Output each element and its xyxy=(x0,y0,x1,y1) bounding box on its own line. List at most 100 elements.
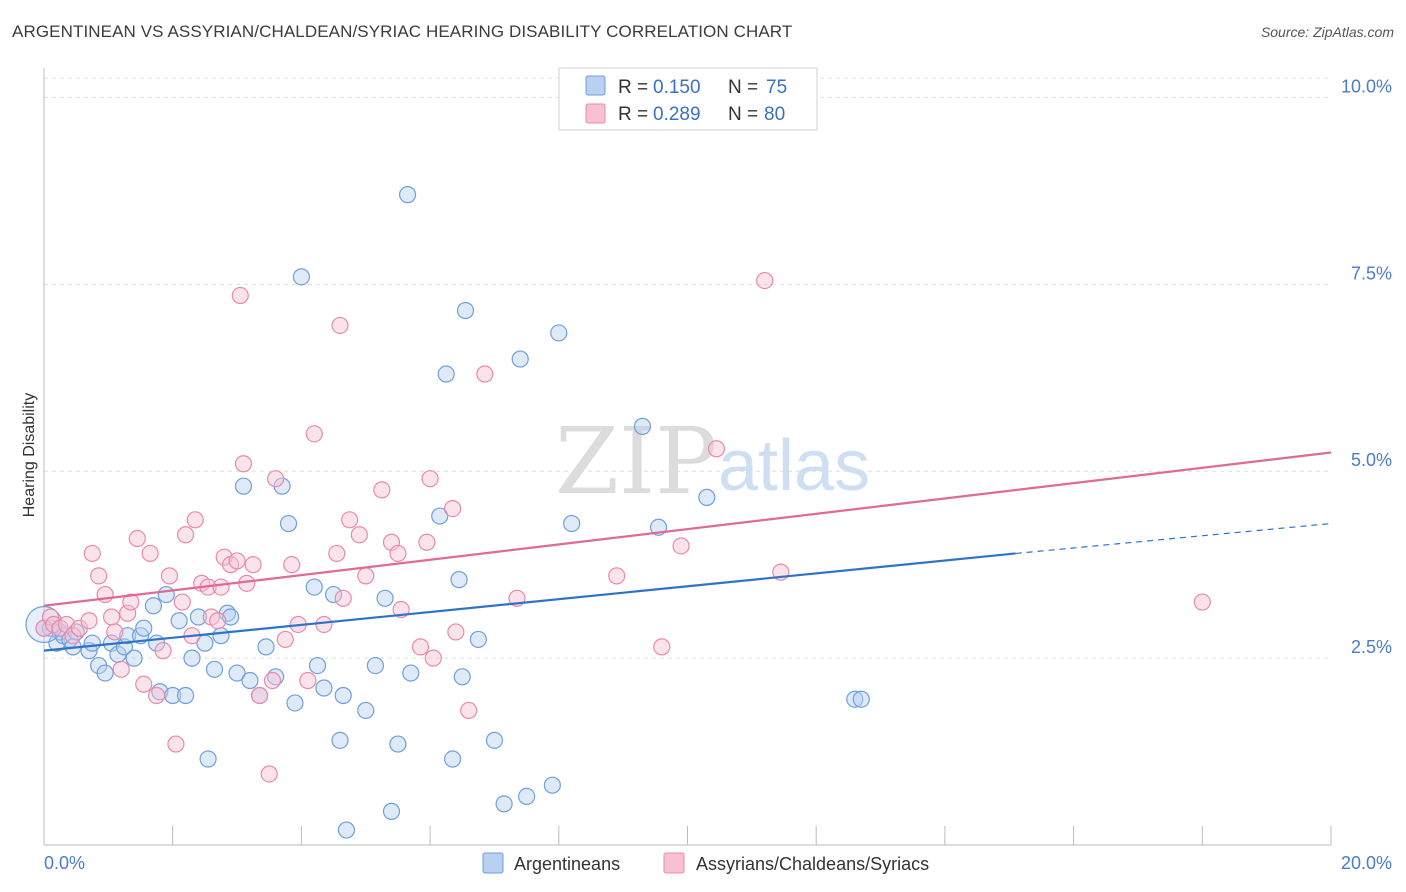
watermark-atlas: atlas xyxy=(718,426,870,506)
assyrian-point xyxy=(389,544,407,563)
assyrian-point xyxy=(228,552,246,570)
argentinean-point xyxy=(241,671,259,690)
argentinean-point xyxy=(305,578,323,596)
argentinean-point xyxy=(563,514,581,533)
argentinean-point xyxy=(170,612,188,630)
argentinean-point xyxy=(698,488,716,506)
argentinean-point xyxy=(543,776,561,794)
argentinean-point xyxy=(199,750,217,768)
assyrian-point xyxy=(212,578,230,596)
series-legend-label-blue: Argentineans xyxy=(514,854,620,874)
legend-n-value-pink: 80 xyxy=(764,104,785,125)
argentinean-point xyxy=(456,301,475,320)
watermark: ZIP atlas xyxy=(555,408,870,515)
argentinean-point xyxy=(228,664,246,682)
legend-n-label-blue: N = xyxy=(728,77,758,98)
assyrian-point xyxy=(707,440,726,458)
argentinean-point xyxy=(437,365,455,383)
series-legend-swatch-pink xyxy=(663,852,685,874)
assyrian-point xyxy=(476,365,494,383)
assyrian-point xyxy=(357,567,375,585)
legend-swatch-blue xyxy=(585,75,606,96)
argentinean-point xyxy=(550,324,568,342)
argentinean-point xyxy=(257,638,275,656)
series-argentineans-points xyxy=(25,186,870,839)
argentinean-point xyxy=(469,630,487,649)
trend-line-argentineans xyxy=(43,552,1016,652)
argentinean-point xyxy=(119,627,137,645)
argentinean-point xyxy=(176,686,195,705)
argentinean-point xyxy=(331,731,349,749)
assyrian-point xyxy=(234,455,253,473)
argentinean-point xyxy=(286,694,304,712)
argentinean-point xyxy=(389,735,407,753)
argentinean-point xyxy=(511,350,529,368)
assyrian-point xyxy=(328,544,346,563)
assyrian-point xyxy=(160,567,179,585)
assyrian-point xyxy=(141,544,159,563)
argentinean-point xyxy=(337,821,356,839)
assyrian-point xyxy=(244,556,262,574)
argentinean-point xyxy=(96,664,114,682)
y-tick-labels: 2.5% 5.0% 7.5% 10.0% xyxy=(1341,76,1392,657)
argentinean-point xyxy=(485,731,504,749)
argentinean-point xyxy=(315,679,333,697)
argentinean-point xyxy=(279,514,298,533)
argentinean-point xyxy=(144,597,162,615)
assyrian-point xyxy=(148,686,166,705)
x-tick-label-start: 0.0% xyxy=(44,853,85,873)
argentinean-point xyxy=(852,690,870,708)
assyrian-point xyxy=(112,660,130,678)
trend-line-assyrians xyxy=(43,451,1332,607)
argentinean-point xyxy=(495,795,513,813)
series-legend: Argentineans Assyrians/Chaldeans/Syriacs xyxy=(482,852,929,874)
argentinean-point xyxy=(431,507,449,525)
assyrian-point xyxy=(106,623,124,641)
assyrian-point xyxy=(653,638,671,656)
argentinean-point xyxy=(234,477,253,495)
assyrian-point xyxy=(421,470,439,488)
argentinean-point xyxy=(334,686,352,705)
y-axis-title: Hearing Disability xyxy=(21,393,38,518)
assyrian-point xyxy=(83,544,101,563)
watermark-zip: ZIP xyxy=(555,408,717,515)
series-assyrians-points xyxy=(35,271,1211,783)
y-tick-label: 5.0% xyxy=(1351,450,1392,470)
y-tick-label: 10.0% xyxy=(1341,76,1392,96)
legend-n-label-pink: N = xyxy=(728,104,758,125)
assyrian-point xyxy=(186,511,204,529)
argentinean-point xyxy=(135,619,153,637)
assyrian-point xyxy=(80,612,98,630)
assyrian-point xyxy=(128,529,146,548)
assyrian-point xyxy=(299,671,317,690)
gridlines xyxy=(44,77,1331,659)
argentinean-point xyxy=(324,585,343,604)
assyrian-point xyxy=(209,612,227,630)
assyrian-point xyxy=(350,526,368,544)
assyrian-point xyxy=(460,701,478,720)
assyrian-point xyxy=(263,671,282,690)
assyrian-point xyxy=(334,589,352,607)
series-legend-label-pink: Assyrians/Chaldeans/Syriacs xyxy=(696,854,929,874)
assyrian-point xyxy=(447,623,465,641)
legend-n-value-blue: 75 xyxy=(766,77,787,98)
argentinean-point xyxy=(366,656,385,675)
assyrian-point xyxy=(276,630,294,649)
source-label: Source: ZipAtlas.com xyxy=(1260,24,1394,40)
assyrian-point xyxy=(373,481,391,499)
argentinean-point xyxy=(157,585,175,604)
y-tick-label: 2.5% xyxy=(1351,637,1392,657)
argentinean-point xyxy=(382,802,401,820)
assyrian-point xyxy=(122,593,140,611)
x-tick-label-end: 20.0% xyxy=(1341,853,1392,873)
trend-lines xyxy=(43,451,1332,652)
series-legend-swatch-blue xyxy=(482,852,504,874)
argentinean-point xyxy=(357,701,375,720)
assyrian-point xyxy=(331,316,349,335)
argentinean-point xyxy=(292,268,310,286)
assyrian-point xyxy=(90,567,108,585)
argentinean-point xyxy=(222,608,240,626)
assyrian-point xyxy=(102,608,121,626)
legend-r-value-blue: 0.150 xyxy=(653,77,701,98)
